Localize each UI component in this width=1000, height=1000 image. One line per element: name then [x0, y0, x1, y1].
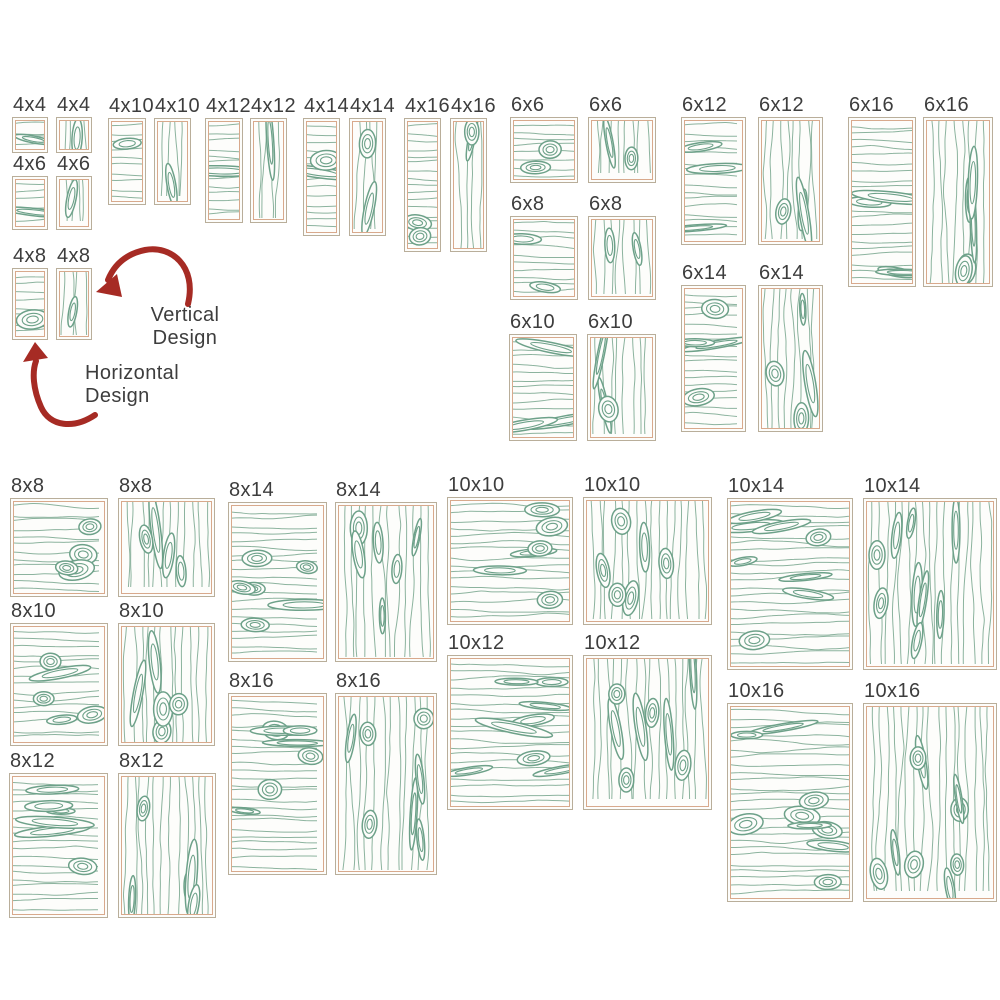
size-label-10x12-horizontal: 10x12: [448, 632, 505, 654]
swatch-6x10-horizontal: [509, 334, 577, 441]
size-label-4x16-vertical: 4x16: [451, 95, 496, 117]
size-label-8x8-vertical: 8x8: [119, 475, 153, 497]
swatch-6x12-horizontal: [681, 117, 746, 245]
swatch-10x10-vertical: [583, 497, 712, 625]
size-label-10x14-horizontal: 10x14: [728, 475, 785, 497]
size-label-4x14-horizontal: 4x14: [304, 95, 349, 117]
swatch-10x16-horizontal: [727, 703, 853, 902]
vertical-design-line2: Design: [152, 327, 218, 349]
size-label-8x14-vertical: 8x14: [336, 479, 381, 501]
swatch-6x16-horizontal: [848, 117, 916, 287]
swatch-8x16-vertical: [335, 693, 437, 875]
vertical-design-line1: Vertical: [150, 304, 220, 326]
size-label-6x10-vertical: 6x10: [588, 311, 633, 333]
size-label-8x8-horizontal: 8x8: [11, 475, 45, 497]
size-label-6x8-horizontal: 6x8: [511, 193, 545, 215]
horizontal-design-line2: Design: [85, 385, 150, 407]
size-label-6x8-vertical: 6x8: [589, 193, 623, 215]
swatch-6x8-horizontal: [510, 216, 578, 300]
swatch-6x14-horizontal: [681, 285, 746, 432]
size-label-8x16-horizontal: 8x16: [229, 670, 274, 692]
size-label-10x14-vertical: 10x14: [864, 475, 921, 497]
swatch-8x12-horizontal: [9, 773, 108, 918]
swatch-8x14-vertical: [335, 502, 437, 662]
swatch-4x16-vertical: [450, 118, 487, 252]
size-label-4x10-horizontal: 4x10: [109, 95, 154, 117]
size-label-10x16-vertical: 10x16: [864, 680, 921, 702]
size-label-6x14-horizontal: 6x14: [682, 262, 727, 284]
swatch-8x12-vertical: [118, 773, 216, 918]
swatch-6x16-vertical: [923, 117, 993, 287]
swatch-10x12-horizontal: [447, 655, 573, 810]
swatch-10x14-vertical: [863, 498, 997, 670]
size-label-4x12-horizontal: 4x12: [206, 95, 251, 117]
swatch-4x8-horizontal: [12, 268, 48, 340]
swatch-10x10-horizontal: [447, 497, 573, 625]
size-label-4x8-horizontal: 4x8: [13, 245, 47, 267]
size-label-8x10-horizontal: 8x10: [11, 600, 56, 622]
swatch-4x14-vertical: [349, 118, 386, 236]
swatch-4x12-vertical: [250, 118, 287, 223]
swatch-8x10-vertical: [118, 623, 215, 746]
size-label-4x14-vertical: 4x14: [350, 95, 395, 117]
swatch-4x10-vertical: [154, 118, 191, 205]
size-label-8x12-horizontal: 8x12: [10, 750, 55, 772]
swatch-8x10-horizontal: [10, 623, 108, 746]
size-label-10x16-horizontal: 10x16: [728, 680, 785, 702]
size-label-4x10-vertical: 4x10: [155, 95, 200, 117]
swatch-4x8-vertical: [56, 268, 92, 340]
size-label-6x10-horizontal: 6x10: [510, 311, 555, 333]
swatch-6x8-vertical: [588, 216, 656, 300]
vertical-design-arrow: [96, 246, 193, 307]
swatch-4x14-horizontal: [303, 118, 340, 236]
swatch-4x6-horizontal: [12, 176, 48, 230]
size-label-4x4-vertical: 4x4: [57, 94, 91, 116]
size-label-6x12-vertical: 6x12: [759, 94, 804, 116]
size-label-4x8-vertical: 4x8: [57, 245, 91, 267]
size-label-4x4-horizontal: 4x4: [13, 94, 47, 116]
swatch-6x12-vertical: [758, 117, 823, 245]
size-label-10x10-horizontal: 10x10: [448, 474, 505, 496]
size-label-6x16-horizontal: 6x16: [849, 94, 894, 116]
size-label-6x6-vertical: 6x6: [589, 94, 623, 116]
size-label-6x16-vertical: 6x16: [924, 94, 969, 116]
size-label-8x10-vertical: 8x10: [119, 600, 164, 622]
size-label-8x12-vertical: 8x12: [119, 750, 164, 772]
swatch-4x12-horizontal: [205, 118, 243, 223]
size-label-4x6-horizontal: 4x6: [13, 153, 47, 175]
swatch-8x8-horizontal: [10, 498, 108, 597]
swatch-6x6-horizontal: [510, 117, 578, 183]
size-label-8x14-horizontal: 8x14: [229, 479, 274, 501]
size-label-10x10-vertical: 10x10: [584, 474, 641, 496]
swatch-6x10-vertical: [587, 334, 656, 441]
vertical-design-label: Vertical Design: [139, 304, 231, 350]
swatch-4x16-horizontal: [404, 118, 441, 252]
size-label-6x12-horizontal: 6x12: [682, 94, 727, 116]
swatch-8x14-horizontal: [228, 502, 327, 662]
size-label-4x6-vertical: 4x6: [57, 153, 91, 175]
size-label-8x16-vertical: 8x16: [336, 670, 381, 692]
swatch-6x14-vertical: [758, 285, 823, 432]
swatch-10x14-horizontal: [727, 498, 853, 670]
swatch-6x6-vertical: [588, 117, 656, 183]
size-label-10x12-vertical: 10x12: [584, 632, 641, 654]
swatch-8x16-horizontal: [228, 693, 327, 875]
size-label-6x6-horizontal: 6x6: [511, 94, 545, 116]
swatch-4x10-horizontal: [108, 118, 146, 205]
horizontal-design-label: Horizontal Design: [85, 362, 205, 408]
size-label-4x12-vertical: 4x12: [251, 95, 296, 117]
size-label-6x14-vertical: 6x14: [759, 262, 804, 284]
swatch-10x12-vertical: [583, 655, 712, 810]
horizontal-design-line1: Horizontal: [85, 362, 180, 384]
size-label-4x16-horizontal: 4x16: [405, 95, 450, 117]
swatch-4x4-horizontal: [12, 117, 48, 153]
swatch-4x6-vertical: [56, 176, 92, 230]
swatch-8x8-vertical: [118, 498, 215, 597]
swatch-10x16-vertical: [863, 703, 997, 902]
swatch-4x4-vertical: [56, 117, 92, 153]
